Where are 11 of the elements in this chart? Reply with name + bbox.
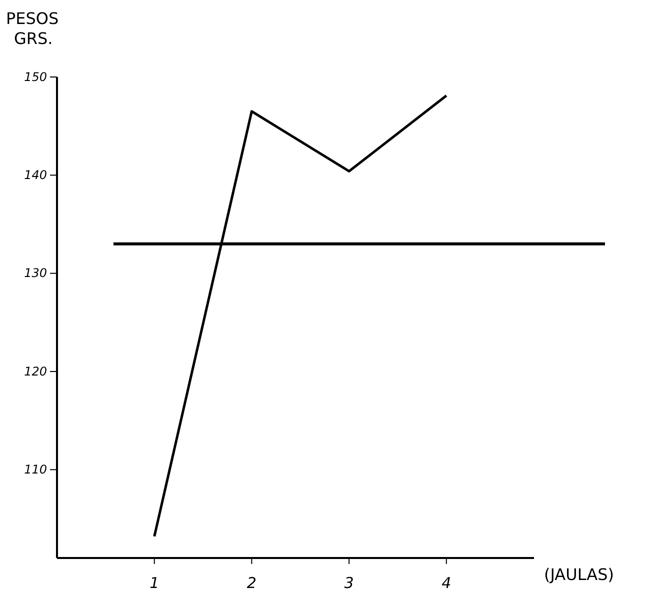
y-tick-label: 110 xyxy=(24,462,48,476)
y-tick-label: 130 xyxy=(24,266,48,280)
x-tick-label: 4 xyxy=(442,574,452,592)
x-tick-label: 3 xyxy=(344,574,354,592)
x-tick-label: 2 xyxy=(246,574,256,592)
y-tick-label: 140 xyxy=(24,168,48,182)
x-axis-title: (JAULAS) xyxy=(544,565,614,584)
x-tick-label: 1 xyxy=(150,574,160,592)
y-tick-label: 150 xyxy=(24,70,48,84)
y-axis-title: PESOS GRS. xyxy=(6,9,59,48)
y-tick-label: 120 xyxy=(24,364,48,378)
